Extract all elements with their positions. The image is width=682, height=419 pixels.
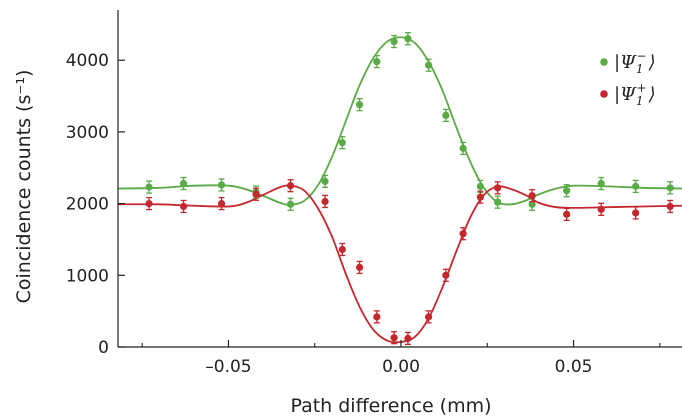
data-point — [321, 194, 329, 209]
data-point — [338, 135, 346, 150]
data-point — [632, 206, 640, 220]
data-point — [442, 108, 450, 123]
data-points — [145, 32, 674, 346]
data-point — [321, 174, 329, 189]
y-tick-label: 2000 — [66, 195, 109, 215]
y-axis-title: Coincidence counts (s⁻¹) — [13, 70, 35, 304]
legend: |Ψ1− ⟩ |Ψ1+ ⟩ — [600, 49, 656, 108]
y-tick-label: 1000 — [66, 266, 109, 286]
data-point — [528, 189, 536, 203]
data-point — [145, 180, 153, 194]
data-point — [563, 207, 571, 222]
fit-line-series-2 — [117, 184, 682, 344]
x-tick-label: –0.05 — [205, 357, 251, 377]
data-point — [597, 176, 605, 191]
legend-item: |Ψ1− ⟩ — [600, 49, 656, 76]
data-point — [179, 176, 188, 191]
y-tick-label: 4000 — [66, 51, 109, 71]
data-point — [563, 184, 571, 198]
data-point — [666, 199, 674, 214]
data-point — [476, 190, 484, 204]
legend-marker — [600, 58, 608, 66]
fit-line-series-1 — [117, 36, 682, 206]
data-point — [390, 331, 398, 345]
data-point — [404, 331, 412, 346]
legend-label: |Ψ1− ⟩ — [614, 49, 656, 76]
data-point — [217, 178, 226, 192]
y-tick-label: 0 — [98, 338, 109, 358]
data-point — [459, 227, 467, 241]
data-point — [597, 202, 605, 216]
fit-curves — [117, 36, 682, 344]
data-point — [425, 310, 433, 324]
data-point — [666, 181, 674, 195]
x-tick-label: 0.00 — [382, 357, 420, 377]
data-point — [355, 260, 364, 275]
x-axis-title: Path difference (mm) — [290, 395, 491, 417]
data-point — [179, 199, 188, 214]
data-point — [338, 242, 346, 257]
data-point — [425, 58, 433, 72]
data-point — [494, 195, 502, 209]
ticks: 0 1000 2000 3000 4000 –0.05 0.00 0.05 — [66, 51, 661, 377]
data-point — [145, 196, 153, 211]
data-point — [459, 141, 467, 156]
data-point — [355, 97, 364, 112]
legend-item: |Ψ1+ ⟩ — [600, 81, 656, 108]
data-point — [390, 34, 398, 49]
axes — [117, 10, 682, 348]
data-point — [404, 32, 412, 46]
data-point — [286, 197, 295, 211]
legend-label: |Ψ1+ ⟩ — [614, 81, 656, 108]
data-point — [373, 310, 381, 324]
x-tick-label: 0.05 — [555, 357, 593, 377]
data-point — [442, 268, 450, 282]
data-point — [252, 187, 260, 201]
data-point — [286, 179, 295, 193]
legend-marker — [600, 90, 608, 98]
data-point — [494, 181, 502, 195]
data-point — [373, 54, 381, 69]
data-point — [217, 196, 226, 211]
y-tick-label: 3000 — [66, 123, 109, 143]
data-point — [632, 179, 640, 194]
